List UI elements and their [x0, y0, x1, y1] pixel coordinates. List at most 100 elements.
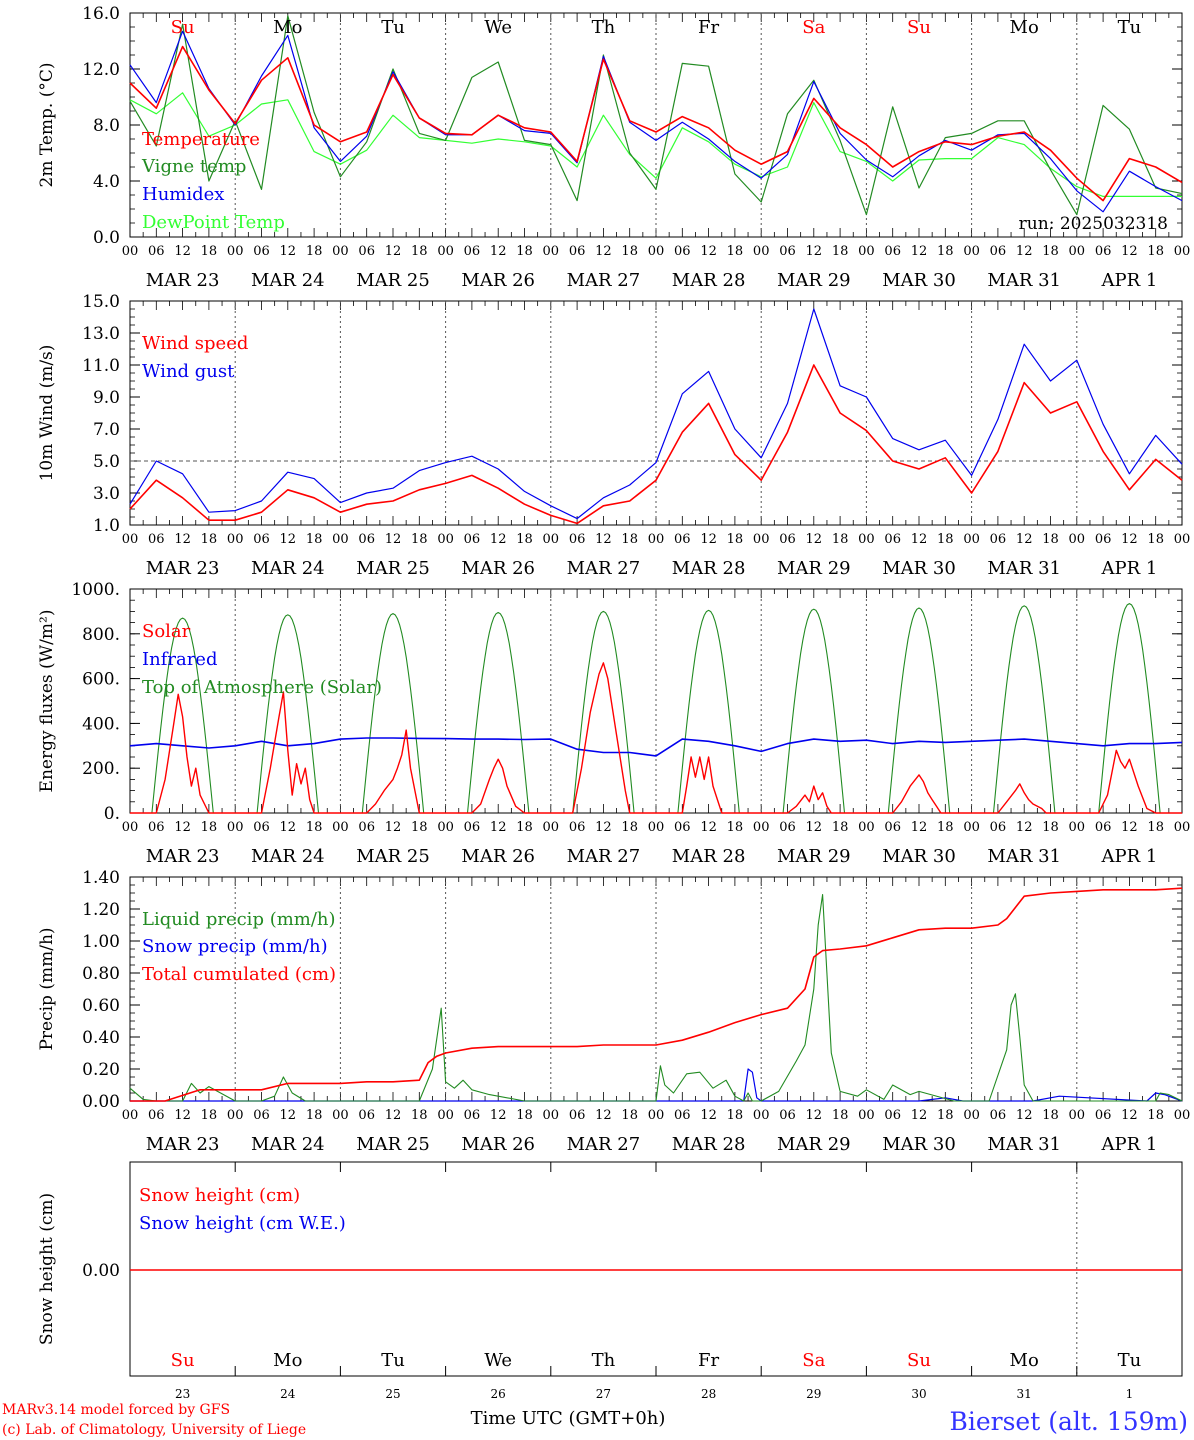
series-line — [130, 617, 236, 814]
date-label: MAR 26 — [461, 1134, 535, 1155]
hour-tick-label: 18 — [832, 244, 849, 259]
hour-tick-label: 12 — [280, 1108, 297, 1123]
y-tick-label: 3.0 — [93, 484, 120, 504]
hour-tick-label: 06 — [779, 1108, 796, 1123]
series-line — [129, 308, 1183, 520]
hour-tick-label: 12 — [385, 1108, 402, 1123]
hour-tick-label: 12 — [806, 1108, 823, 1123]
date-label: MAR 30 — [882, 270, 956, 291]
hour-tick-label: 06 — [990, 1108, 1007, 1123]
hour-tick-label: 00 — [753, 532, 770, 547]
hour-tick-label: 06 — [1095, 820, 1112, 835]
date-label: MAR 25 — [356, 270, 430, 291]
series-line — [971, 605, 1077, 814]
hour-tick-label: 18 — [1042, 1108, 1059, 1123]
legend-wind-speed: Wind speed — [142, 333, 248, 354]
wind-y-axis-label: 10m Wind (m/s) — [37, 345, 57, 482]
hour-tick-label: 00 — [648, 532, 665, 547]
hour-tick-label: 00 — [1069, 1108, 1086, 1123]
precip-y-axis-label: Precip (mm/h) — [37, 927, 57, 1050]
legend-wind-gust: Wind gust — [142, 361, 235, 382]
series-line — [761, 608, 867, 814]
hour-tick-label: 12 — [280, 244, 297, 259]
day-abbrev-label: Sa — [802, 1350, 825, 1371]
hour-tick-label: 00 — [963, 532, 980, 547]
hour-tick-label: 12 — [595, 244, 612, 259]
hour-tick-label: 18 — [832, 820, 849, 835]
y-tick-label: 8.0 — [93, 116, 120, 136]
legend-snow-height-we: Snow height (cm W.E.) — [139, 1213, 346, 1234]
day-number-label: 28 — [701, 1387, 716, 1401]
series-line — [130, 887, 1183, 1102]
hour-tick-label: 18 — [1042, 244, 1059, 259]
hour-tick-label: 00 — [332, 244, 349, 259]
day-abbrev-label: Su — [171, 1350, 195, 1371]
hour-tick-label: 12 — [1121, 244, 1138, 259]
hour-tick-label: 12 — [1016, 244, 1033, 259]
hour-tick-label: 06 — [148, 244, 165, 259]
snow-panel: Snow height (cm) 0.00 Su 23 Mo 24 Tu 25 We 26 Th… — [37, 1161, 1183, 1401]
series-line — [1076, 749, 1182, 814]
hour-tick-label: 12 — [595, 820, 612, 835]
snow-lines: Su 23 Mo 24 Tu 25 We 26 Th 27 Fr 28 Sa 29 Su 30 Mo 31 Tu 1 — [130, 1269, 1182, 1401]
day-number-label: 29 — [806, 1387, 821, 1401]
date-label: APR 1 — [1100, 1134, 1157, 1155]
y-tick-label: 0.40 — [82, 1028, 120, 1048]
date-label: MAR 28 — [672, 558, 746, 579]
legend-snow-precip: Snow precip (mm/h) — [142, 936, 328, 957]
hour-tick-label: 00 — [963, 1108, 980, 1123]
date-label: MAR 23 — [146, 558, 220, 579]
y-tick-label: 1.00 — [82, 932, 120, 952]
energy-panel: Energy fluxes (W/m²) 0. 200. 400. 600. 800. 1… — [37, 580, 1190, 867]
hour-tick-label: 06 — [253, 244, 270, 259]
hour-tick-label: 00 — [437, 820, 454, 835]
day-abbrev-label: Su — [171, 17, 195, 38]
date-label: MAR 26 — [461, 558, 535, 579]
day-abbrev-label: Su — [907, 1350, 931, 1371]
hour-tick-label: 12 — [490, 244, 507, 259]
time-axis-label: Time UTC (GMT+0h) — [471, 1408, 666, 1429]
hour-tick-label: 00 — [543, 244, 560, 259]
y-tick-label: 9.0 — [93, 388, 120, 408]
y-tick-label: 11.0 — [82, 356, 120, 376]
hour-tick-label: 18 — [411, 532, 428, 547]
hour-tick-label: 06 — [674, 1108, 691, 1123]
day-abbrev-label: Th — [592, 1350, 616, 1371]
hour-tick-label: 00 — [122, 820, 139, 835]
hour-tick-label: 00 — [122, 532, 139, 547]
hour-tick-label: 18 — [1042, 820, 1059, 835]
day-abbrev-label: Mo — [273, 1350, 302, 1371]
hour-tick-label: 06 — [569, 820, 586, 835]
hour-tick-label: 00 — [332, 532, 349, 547]
day-number-label: 24 — [280, 1387, 296, 1401]
hour-tick-label: 06 — [1095, 244, 1112, 259]
date-label: MAR 28 — [672, 1134, 746, 1155]
day-abbrev-label: Fr — [698, 1350, 719, 1371]
energy-legend: Solar Infrared Top of Atmosphere (Solar) — [142, 621, 382, 698]
hour-tick-label: 00 — [753, 1108, 770, 1123]
hour-tick-label: 06 — [569, 244, 586, 259]
hour-tick-label: 12 — [700, 820, 717, 835]
legend-vigne-temp: Vigne temp — [141, 156, 246, 177]
hour-tick-label: 00 — [1069, 244, 1086, 259]
snow-legend: Snow height (cm) Snow height (cm W.E.) — [139, 1185, 346, 1234]
wind-panel: 10m Wind (m/s) 1.0 3.0 5.0 7.0 9.0 11.0 13.0 15… — [37, 292, 1190, 579]
date-label: APR 1 — [1100, 558, 1157, 579]
legend-temperature: Temperature — [142, 129, 260, 150]
hour-tick-label: 18 — [1147, 820, 1164, 835]
hour-tick-label: 00 — [963, 244, 980, 259]
hour-tick-label: 06 — [1095, 1108, 1112, 1123]
y-tick-label: 0.60 — [82, 996, 120, 1016]
y-tick-label: 0.0 — [93, 228, 120, 248]
hour-tick-label: 18 — [937, 820, 954, 835]
hour-tick-label: 18 — [727, 532, 744, 547]
series-line — [656, 756, 762, 814]
hour-tick-label: 12 — [385, 820, 402, 835]
date-label: MAR 23 — [146, 1134, 220, 1155]
series-line — [866, 607, 972, 814]
hour-tick-label: 18 — [306, 820, 323, 835]
date-label: MAR 29 — [777, 558, 851, 579]
series-line — [656, 609, 762, 814]
hour-tick-label: 12 — [700, 244, 717, 259]
y-tick-label: 7.0 — [93, 420, 120, 440]
